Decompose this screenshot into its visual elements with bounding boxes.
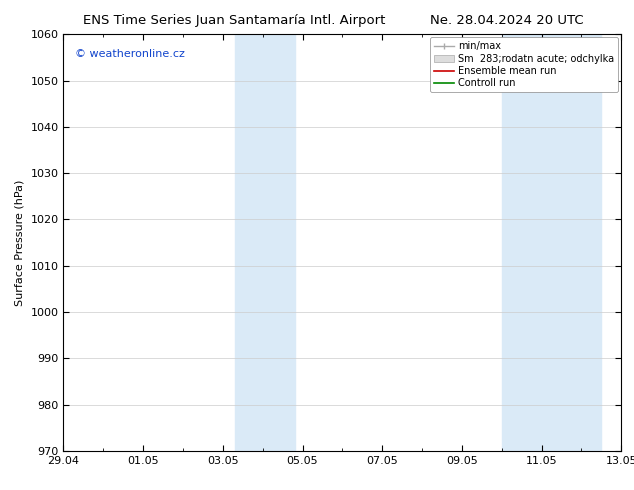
Text: © weatheronline.cz: © weatheronline.cz	[75, 49, 184, 59]
Text: Ne. 28.04.2024 20 UTC: Ne. 28.04.2024 20 UTC	[430, 14, 584, 27]
Bar	[235, 34, 295, 451]
Text: ENS Time Series Juan Santamaría Intl. Airport: ENS Time Series Juan Santamaría Intl. Ai…	[84, 14, 385, 27]
Legend: min/max, Sm  283;rodatn acute; odchylka, Ensemble mean run, Controll run: min/max, Sm 283;rodatn acute; odchylka, …	[430, 37, 618, 92]
Y-axis label: Surface Pressure (hPa): Surface Pressure (hPa)	[15, 179, 25, 306]
Bar	[501, 34, 602, 451]
